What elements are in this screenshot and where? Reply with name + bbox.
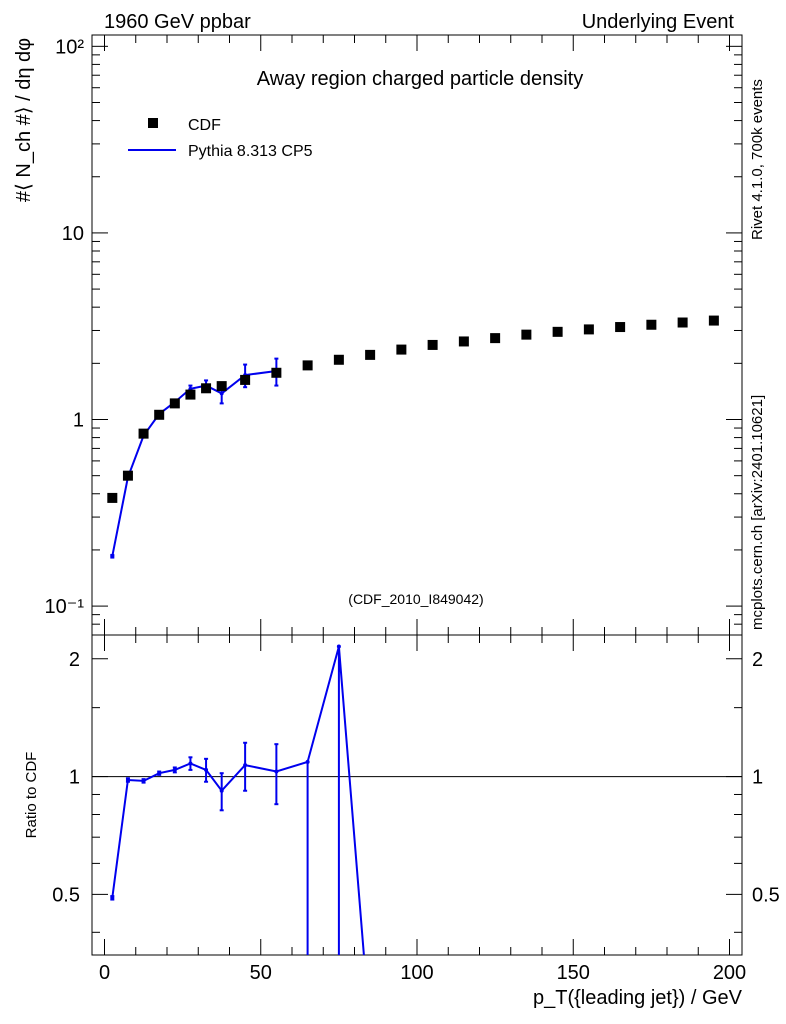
cdf-data-point [708,315,719,326]
cdf-data-point [138,428,149,439]
cdf-data-point [154,409,165,420]
cdf-data-point [490,333,501,344]
header: 1960 GeV ppbar Underlying Event [104,11,734,33]
cdf-data-point [365,349,376,360]
ratio-y-tick-label-right: 1 [752,767,763,789]
x-tick-label: 150 [557,962,590,984]
cdf-data-point [201,383,212,394]
ratio-point [172,767,177,772]
x-tick-label: 0 [99,962,110,984]
cdf-data-point [646,319,657,330]
ratio-point [188,761,193,766]
ratio-point [219,788,224,793]
main-y-axis-label: #⟨ N_ch #⟩ / dη dφ [13,38,35,202]
cdf-data-point [677,317,688,328]
cdf-data-point [583,324,594,335]
ratio-point [125,777,130,782]
cdf-data-point [396,344,407,355]
pythia-line [111,370,277,557]
main-title: Away region charged particle density [257,68,583,90]
ratio-point [243,763,248,768]
legend-cdf-marker [148,118,158,128]
cdf-data-point [240,374,251,385]
x-tick-label: 50 [250,962,272,984]
cdf-data-point [615,322,626,333]
main-data-marks [107,315,719,559]
legend-pythia-label: Pythia 8.313 CP5 [188,143,313,160]
x-tick-label: 200 [713,962,746,984]
cdf-data-point [521,329,532,340]
ratio-panel: Ratio to CDF p_T({leading jet}) / GeV 0.… [23,634,780,1009]
cdf-data-point [185,389,196,400]
ratio-y-tick-label-left: 0.5 [52,884,80,906]
cdf-data-point [302,360,313,371]
header-left: 1960 GeV ppbar [104,11,251,33]
ratio-data-marks [110,644,365,956]
legend-cdf-label: CDF [188,117,221,134]
pythia-point [110,554,115,559]
x-axis-label: p_T({leading jet}) / GeV [533,987,743,1009]
ratio-point [336,644,341,649]
y-tick-label: 10 [62,223,84,245]
ratio-y-tick-label-right: 2 [752,649,763,671]
ratio-line [111,646,365,956]
ratio-plot-frame [91,634,743,956]
ratio-y-axis-label: Ratio to CDF [23,752,40,839]
legend: CDF Pythia 8.313 CP5 [128,117,313,160]
ratio-y-tick-label-left: 1 [69,767,80,789]
main-panel: Away region charged particle density (CD… [13,34,743,636]
ratio-y-tick-label-left: 2 [69,649,80,671]
ratio-y-tick-label-right: 0.5 [752,884,780,906]
ratio-point [274,769,279,774]
cdf-data-point [271,367,282,378]
side-label-mcplots: mcplots.cern.ch [arXiv:2401.10621] [749,395,766,630]
ratio-point [157,771,162,776]
cdf-data-point [107,492,118,503]
cdf-data-point [216,381,227,392]
y-tick-label: 1 [73,410,84,432]
cdf-data-point [169,398,180,409]
cdf-data-point [122,470,133,481]
ratio-point [110,895,115,900]
main-axes: 10⁻¹ 1 10 10² [45,35,742,636]
ratio-point [141,778,146,783]
cdf-data-point [458,336,469,347]
cdf-data-point [552,326,563,337]
ratio-point [204,767,209,772]
pythia-point [219,391,224,396]
y-tick-label: 10² [55,36,84,58]
analysis-id: (CDF_2010_I849042) [348,591,483,607]
header-right: Underlying Event [582,11,735,33]
ratio-point [305,759,310,764]
cdf-data-point [333,354,344,365]
y-tick-label: 10⁻¹ [45,596,85,618]
cdf-data-point [427,339,438,350]
x-tick-label: 100 [400,962,433,984]
side-label-rivet: Rivet 4.1.0, 700k events [749,79,766,240]
ratio-axes: 0.5 0.5 1 1 2 2 0 50 100 150 200 [52,635,780,984]
